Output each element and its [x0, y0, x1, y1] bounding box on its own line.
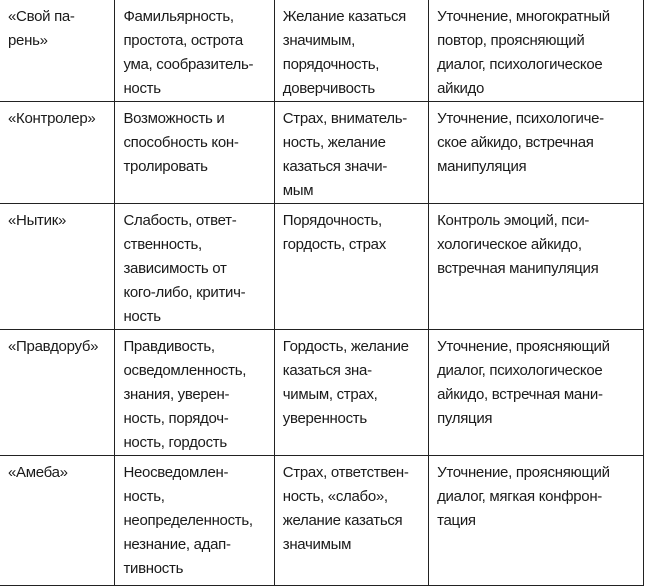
- cell-line: Желание казаться: [282, 8, 407, 25]
- cell-vulnerabilities: Порядочность, гордость, страх: [273, 203, 430, 330]
- cell-vulnerabilities: Гордость, желание казаться зна-чимым, стр…: [273, 329, 430, 456]
- cell-line: желание казаться: [282, 512, 403, 529]
- cell-type: «Контролер»: [0, 101, 116, 204]
- cell-line: доверчивость: [282, 80, 375, 97]
- cell-line: значимым: [282, 536, 352, 553]
- cell-line: Возможность и: [123, 110, 225, 127]
- cell-methods: Уточнение, многократный повтор, проясняющ…: [428, 0, 644, 102]
- cell-line: диалог, психологическое: [437, 56, 603, 73]
- cell-line: Уточнение, многократный: [437, 8, 610, 25]
- cell-line: ность, желание: [282, 134, 386, 151]
- table-row: «Амеба» Неосведомлен-ность, неопределеннос…: [0, 455, 644, 586]
- cell-type: «Амеба»: [0, 455, 116, 586]
- cell-methods: Контроль эмоций, пси-хологическое айкидо…: [428, 203, 644, 330]
- cell-line: способность кон-: [123, 134, 239, 151]
- cell-line: Уточнение, проясняющий: [437, 338, 610, 355]
- cell-line: неопределенность,: [123, 512, 253, 529]
- cell-vulnerabilities: Страх, ответствен-ность, «слабо», желание…: [273, 455, 430, 586]
- cell-line: рень»: [8, 32, 48, 49]
- cell-line: Страх, ответствен-: [282, 464, 409, 481]
- cell-line: «Контролер»: [8, 110, 96, 127]
- cell-line: «Правдоруб»: [8, 338, 99, 355]
- cell-line: хологическое айкидо,: [437, 236, 582, 253]
- cell-line: манипуляция: [437, 158, 527, 175]
- cell-line: Контроль эмоций, пси-: [437, 212, 590, 229]
- table-row: «Нытик» Слабость, ответ-ственность, зависи…: [0, 203, 644, 330]
- cell-line: пуляция: [437, 410, 493, 427]
- cell-line: тация: [437, 512, 476, 529]
- cell-line: Фамильярность,: [123, 8, 234, 25]
- cell-line: «Свой па-: [8, 8, 75, 25]
- table-row: «Правдоруб» Правдивость, осведомленность, з…: [0, 329, 644, 456]
- cell-line: гордость, страх: [282, 236, 386, 253]
- cell-line: «Нытик»: [8, 212, 67, 229]
- cell-line: зависимость от: [123, 260, 227, 277]
- cell-line: знания, уверен-: [123, 386, 230, 403]
- cell-traits: Правдивость, осведомленность, знания, увер…: [114, 329, 275, 456]
- table-row: «Свой па-рень» Фамильярность, простота, ос…: [0, 0, 644, 102]
- cell-line: повтор, проясняющий: [437, 32, 585, 49]
- cell-line: Слабость, ответ-: [123, 212, 237, 229]
- cell-line: осведомленность,: [123, 362, 247, 379]
- cell-traits: Возможность и способность кон-тролировать: [114, 101, 275, 204]
- cell-line: порядочность,: [282, 56, 380, 73]
- cell-line: Уточнение, проясняющий: [437, 464, 610, 481]
- cell-line: мым: [282, 182, 314, 199]
- cell-methods: Уточнение, психологиче-ское айкидо, встр…: [428, 101, 644, 204]
- cell-traits: Слабость, ответ-ственность, зависимость о…: [114, 203, 275, 330]
- cell-type: «Правдоруб»: [0, 329, 116, 456]
- cell-line: айкидо: [437, 80, 485, 97]
- cell-traits: Фамильярность, простота, острота ума, сооб…: [114, 0, 275, 102]
- cell-methods: Уточнение, проясняющий диалог, мягкая кон…: [428, 455, 644, 586]
- cell-type: «Свой па-рень»: [0, 0, 116, 102]
- cell-line: ность, «слабо»,: [282, 488, 388, 505]
- cell-line: тролировать: [123, 158, 208, 175]
- cell-line: тивность: [123, 560, 184, 577]
- cell-line: ность, гордость: [123, 434, 227, 451]
- cell-line: Страх, вниматель-: [282, 110, 407, 127]
- cell-line: ское айкидо, встречная: [437, 134, 594, 151]
- cell-type: «Нытик»: [0, 203, 116, 330]
- cell-line: ность,: [123, 488, 165, 505]
- cell-line: ность, порядоч-: [123, 410, 229, 427]
- cell-line: «Амеба»: [8, 464, 68, 481]
- cell-line: казаться зна-: [282, 362, 372, 379]
- cell-line: ность: [123, 80, 161, 97]
- cell-line: Правдивость,: [123, 338, 215, 355]
- cell-methods: Уточнение, проясняющий диалог, психологич…: [428, 329, 644, 456]
- cell-line: ума, сообразитель-: [123, 56, 254, 73]
- cell-vulnerabilities: Желание казаться значимым, порядочность, до…: [273, 0, 430, 102]
- cell-line: ственность,: [123, 236, 202, 253]
- cell-line: кого-либо, критич-: [123, 284, 246, 301]
- cell-line: диалог, психологическое: [437, 362, 603, 379]
- table-row: «Контролер» Возможность и способность кон-…: [0, 101, 644, 204]
- cell-line: простота, острота: [123, 32, 243, 49]
- cell-line: Порядочность,: [282, 212, 382, 229]
- cell-line: Гордость, желание: [282, 338, 409, 355]
- cell-traits: Неосведомлен-ность, неопределенность, незн…: [114, 455, 275, 586]
- cell-line: чимым, страх,: [282, 386, 378, 403]
- cell-line: диалог, мягкая конфрон-: [437, 488, 602, 505]
- cell-line: Неосведомлен-: [123, 464, 229, 481]
- cell-line: Уточнение, психологиче-: [437, 110, 604, 127]
- cell-line: незнание, адап-: [123, 536, 231, 553]
- cell-line: айкидо, встречная мани-: [437, 386, 603, 403]
- cell-line: встречная манипуляция: [437, 260, 599, 277]
- cell-line: значимым,: [282, 32, 356, 49]
- cell-vulnerabilities: Страх, вниматель-ность, желание казаться …: [273, 101, 430, 204]
- cell-line: уверенность: [282, 410, 367, 427]
- cell-line: казаться значи-: [282, 158, 388, 175]
- cell-line: ность: [123, 308, 161, 325]
